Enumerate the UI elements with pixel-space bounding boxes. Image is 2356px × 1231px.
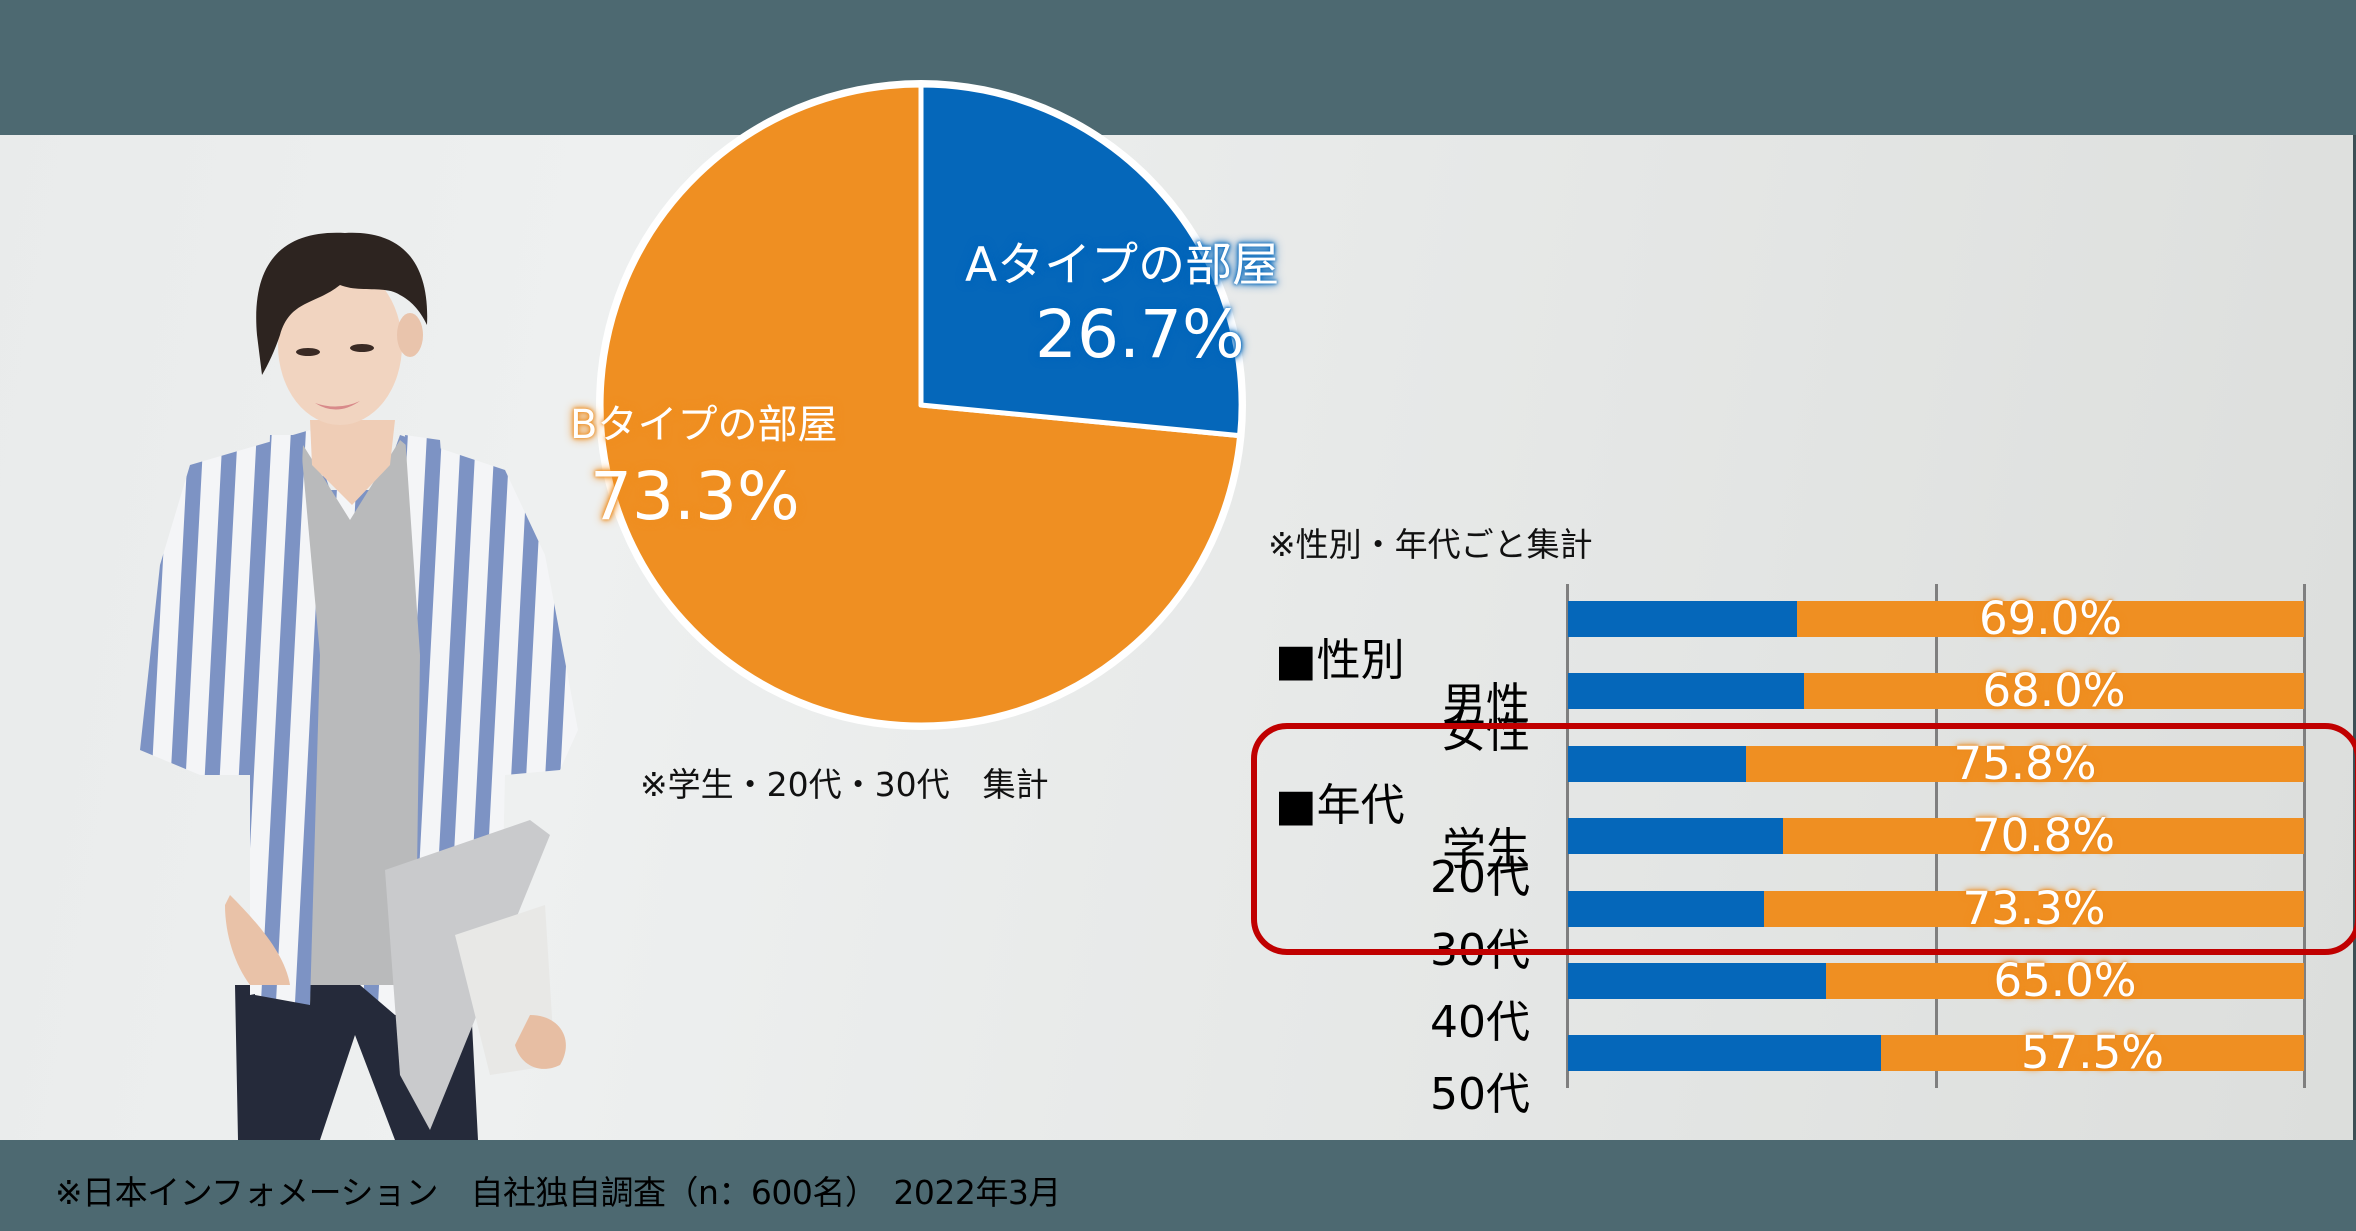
bar-chart-subtitle: ※性別・年代ごと集計	[1268, 525, 1593, 564]
pie-label-b-name: Bタイプの部屋	[570, 402, 838, 448]
footer-band	[0, 1140, 2356, 1231]
pie-chart	[593, 77, 1249, 733]
person-photo	[0, 135, 620, 1140]
pie-label-a-percent: 26.7%	[1035, 296, 1245, 373]
pie-slice-a	[918, 82, 1244, 439]
pie-label-a-name: Aタイプの部屋	[965, 238, 1280, 293]
source-note: ※日本インフォメーション 自社独自調査（n：600名） 2022年3月	[55, 1173, 1061, 1212]
photo-edge	[2353, 135, 2356, 1140]
header-band	[0, 0, 2356, 135]
pie-label-b-percent: 73.3%	[590, 458, 800, 535]
pie-footnote: ※学生・20代・30代 集計	[640, 765, 1049, 804]
